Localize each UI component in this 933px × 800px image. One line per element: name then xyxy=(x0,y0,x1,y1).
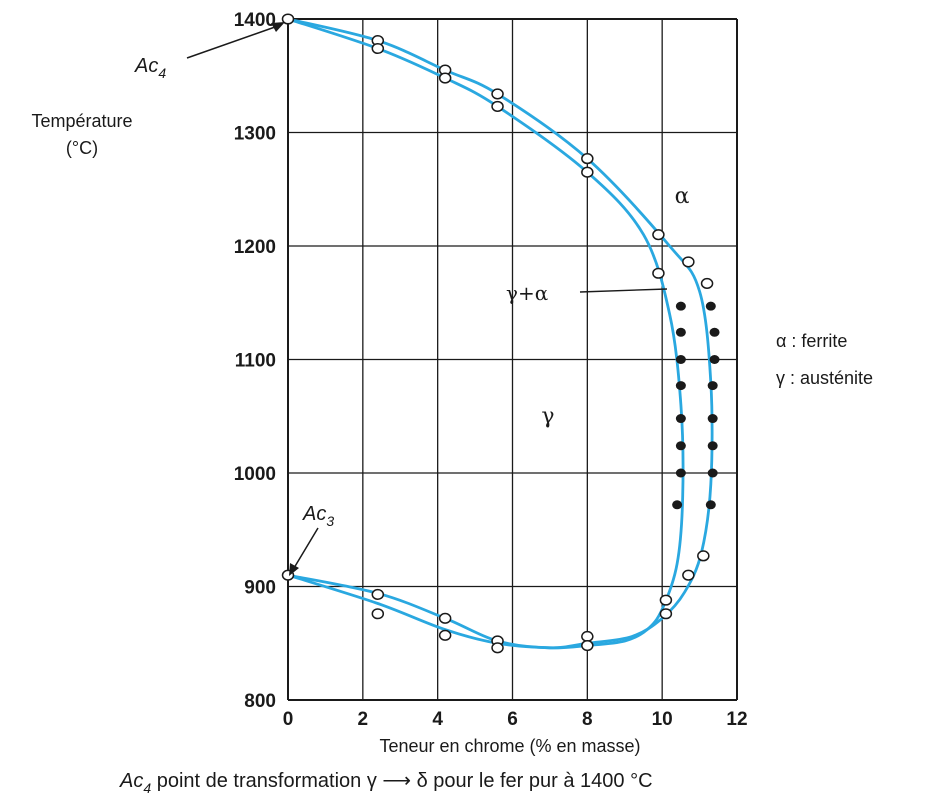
y-tick-label: 1200 xyxy=(234,237,276,258)
annotation-ac4-sub: 4 xyxy=(158,65,166,81)
legend-alpha: α : ferrite xyxy=(776,331,847,351)
caption-rest: point de transformation γ ⟶ δ pour le fe… xyxy=(151,770,652,792)
marker-layer xyxy=(281,13,720,654)
open-data-point xyxy=(371,608,385,620)
open-data-point xyxy=(581,153,594,165)
tick-layer: 0 2 4 6 8 10 12 800 900 1000 1100 1200 1300 1400 xyxy=(234,10,748,730)
filled-data-point xyxy=(675,327,686,337)
series-curve-1 xyxy=(287,17,685,650)
filled-data-point xyxy=(675,381,686,391)
x-tick-label: 6 xyxy=(507,709,518,730)
open-data-point xyxy=(682,256,695,268)
filled-data-point xyxy=(675,414,686,424)
open-data-point xyxy=(659,594,673,606)
x-axis-label: Teneur en chrome (% en masse) xyxy=(379,736,640,756)
region-label-gamma-alpha: γ+α xyxy=(506,281,548,305)
filled-data-point xyxy=(675,355,686,364)
filled-data-point xyxy=(675,441,686,451)
filled-data-point xyxy=(709,327,720,337)
annotation-ac4-main: Ac xyxy=(134,55,158,77)
open-data-point xyxy=(581,639,594,652)
annotation-ac3-sub: 3 xyxy=(326,513,334,529)
open-data-point xyxy=(371,588,385,600)
x-tick-label: 12 xyxy=(726,709,747,730)
caption-ac-main: Ac xyxy=(119,770,143,792)
annotation-ac3-main: Ac xyxy=(302,503,326,525)
filled-data-point xyxy=(707,414,718,424)
open-data-point xyxy=(438,629,452,641)
open-data-point xyxy=(652,267,665,279)
filled-data-point xyxy=(672,500,683,510)
filled-data-point xyxy=(707,468,718,478)
x-tick-label: 10 xyxy=(652,709,673,730)
open-data-point xyxy=(659,608,673,620)
caption-ac-sub: 4 xyxy=(143,780,151,796)
open-data-point xyxy=(581,166,594,178)
open-data-point xyxy=(652,229,665,241)
curve-layer xyxy=(287,17,714,650)
filled-data-point xyxy=(705,301,716,311)
open-data-point xyxy=(700,277,714,290)
y-tick-label: 1000 xyxy=(234,464,276,485)
x-tick-label: 8 xyxy=(582,709,593,730)
open-data-point xyxy=(491,642,504,654)
figure-caption: Ac4 point de transformation γ ⟶ δ pour l… xyxy=(119,770,653,796)
filled-data-point xyxy=(709,355,720,364)
open-data-point xyxy=(281,13,295,25)
region-label-gamma: γ xyxy=(541,404,554,429)
open-data-point xyxy=(438,72,452,84)
open-data-point xyxy=(682,569,695,581)
x-tick-label: 4 xyxy=(432,709,443,730)
legend-gamma: γ : austénite xyxy=(776,368,873,388)
open-data-point xyxy=(581,630,594,642)
filled-data-point xyxy=(705,500,716,510)
annotation-ac4: Ac4 xyxy=(134,55,166,81)
y-tick-label: 1100 xyxy=(235,351,276,372)
annotation-ac3-arrow xyxy=(289,527,319,576)
open-data-point xyxy=(438,612,452,624)
annotation-ac4-arrow xyxy=(186,22,285,59)
y-tick-label: 1400 xyxy=(234,10,276,31)
y-tick-label: 900 xyxy=(244,578,276,599)
region-label-gamma-alpha-leader xyxy=(579,288,668,293)
grid-layer xyxy=(287,18,738,701)
x-tick-label: 0 xyxy=(283,709,294,730)
region-label-alpha: α xyxy=(675,184,690,209)
open-data-point xyxy=(491,88,504,100)
y-tick-label: 800 xyxy=(244,691,276,712)
y-axis-label-line1: Température xyxy=(31,111,132,131)
y-axis-label-line2: (°C) xyxy=(66,138,98,158)
open-data-point xyxy=(491,100,504,112)
x-tick-label: 2 xyxy=(358,709,369,730)
series-curve-2 xyxy=(287,17,714,650)
open-data-point xyxy=(371,42,385,55)
annotation-ac3: Ac3 xyxy=(302,503,334,529)
filled-data-point xyxy=(675,468,686,478)
filled-data-point xyxy=(707,381,718,391)
open-data-point xyxy=(697,550,710,562)
filled-data-point xyxy=(707,441,718,451)
filled-data-point xyxy=(675,301,686,311)
y-tick-label: 1300 xyxy=(234,124,276,145)
